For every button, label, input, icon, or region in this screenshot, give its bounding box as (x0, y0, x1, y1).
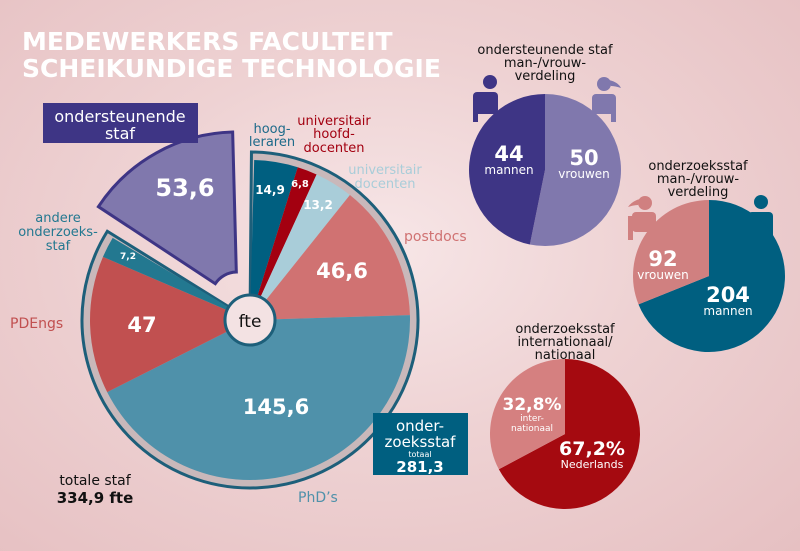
slice-mannen (469, 94, 545, 245)
title-line-2: SCHEIKUNDIGE TECHNOLOGIE (22, 54, 441, 83)
label-phds: PhD’s (298, 490, 338, 506)
dutch-label: Nederlands (561, 458, 624, 471)
research-gender-title: verdeling (668, 185, 729, 200)
value-ud: 13,2 (303, 198, 333, 212)
support-men-label: mannen (484, 163, 533, 177)
label-andere: andere (35, 211, 81, 226)
research-total-box (373, 413, 468, 475)
slice-mannen (638, 200, 785, 352)
research-gender-title: onderzoeksstaf (648, 159, 748, 174)
research-women-value: 92 (648, 247, 677, 271)
slice-vrouwen (529, 94, 621, 246)
label-uhd: universitair (297, 114, 371, 129)
support-gender-pie (469, 94, 621, 246)
support-label: staf (105, 124, 135, 143)
slice-nederlands (498, 359, 640, 509)
slice-phd-s (107, 315, 411, 480)
value-hoogleraren: 14,9 (255, 183, 285, 197)
label-hoogleraren: leraren (249, 135, 295, 150)
center-hole (223, 293, 277, 347)
title-line-1: MEDEWERKERS FACULTEIT (22, 27, 393, 56)
value-pdengs: 47 (127, 313, 156, 337)
value-andere: 7,2 (120, 252, 136, 262)
support-staff-wedge (96, 130, 238, 286)
international-title: nationaal (535, 348, 596, 363)
total-staff-value: 334,9 fte (57, 489, 134, 507)
person-man-icon (473, 75, 498, 122)
research-gender-pie (633, 200, 785, 352)
research-gender-title: man-/vrouw- (657, 172, 740, 187)
international-label: nationaal (511, 424, 553, 434)
label-postdocs: postdocs (404, 229, 467, 245)
support-gender-title: man-/vrouw- (504, 56, 587, 71)
person-woman-icon (628, 196, 656, 240)
slice-andere-onderzoeksstaf (102, 237, 228, 310)
international-value: 32,8% (503, 395, 562, 415)
international-title: onderzoeksstaf (515, 322, 615, 337)
slice-universitair-docenten (260, 174, 350, 300)
international-label: inter- (520, 414, 544, 424)
main-pie (80, 150, 420, 490)
research-men-label: mannen (703, 304, 752, 318)
slice-internationaal (490, 359, 565, 470)
support-label: ondersteunende (54, 107, 185, 126)
value-uhd: 6,8 (291, 179, 309, 190)
research-women-label: vrouwen (637, 268, 689, 282)
support-gender-title: ondersteunende staf (477, 43, 613, 58)
research-total-label: onder- (396, 417, 444, 435)
slice-pdengs (89, 256, 227, 393)
slice-postdocs (266, 195, 410, 320)
support-men-value: 44 (494, 142, 523, 166)
research-total-value: 281,3 (396, 458, 443, 476)
label-ud: docenten (355, 177, 416, 192)
label-ud: universitair (348, 163, 422, 178)
international-pie (490, 359, 640, 509)
slice-vrouwen (633, 200, 709, 305)
slice-universitair-hoofddocenten (257, 167, 317, 297)
label-pdengs: PDEngs (10, 316, 63, 332)
label-hoogleraren: hoog- (253, 122, 290, 137)
research-men-value: 204 (706, 283, 750, 307)
label-andere: staf (46, 239, 71, 254)
support-women-value: 50 (569, 146, 598, 170)
center-label: fte (239, 312, 262, 332)
support-women-label: vrouwen (558, 167, 610, 181)
slice-hoogleraren (250, 160, 298, 296)
value-phds: 145,6 (243, 395, 309, 419)
research-total-sublabel: totaal (408, 450, 431, 459)
slice-ondersteunende-staf (96, 130, 238, 286)
value-postdocs: 46,6 (316, 259, 368, 283)
label-uhd: docenten (304, 141, 365, 156)
person-woman-icon (592, 77, 621, 122)
total-staff-label: totale staf (59, 473, 131, 489)
support-label-box (43, 103, 198, 143)
label-andere: onderzoeks- (18, 225, 98, 240)
support-gender-title: verdeling (515, 69, 576, 84)
value-support: 53,6 (155, 174, 214, 202)
dutch-value: 67,2% (559, 438, 625, 460)
international-title: internationaal/ (517, 335, 613, 350)
label-uhd: hoofd- (313, 127, 355, 142)
research-total-label: zoeksstaf (385, 433, 457, 451)
